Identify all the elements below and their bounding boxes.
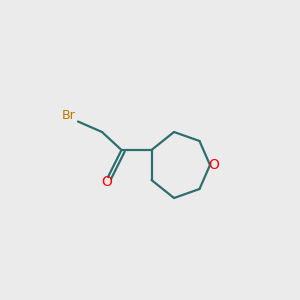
Text: Br: Br	[62, 109, 76, 122]
Text: O: O	[101, 175, 112, 188]
Text: O: O	[208, 158, 219, 172]
